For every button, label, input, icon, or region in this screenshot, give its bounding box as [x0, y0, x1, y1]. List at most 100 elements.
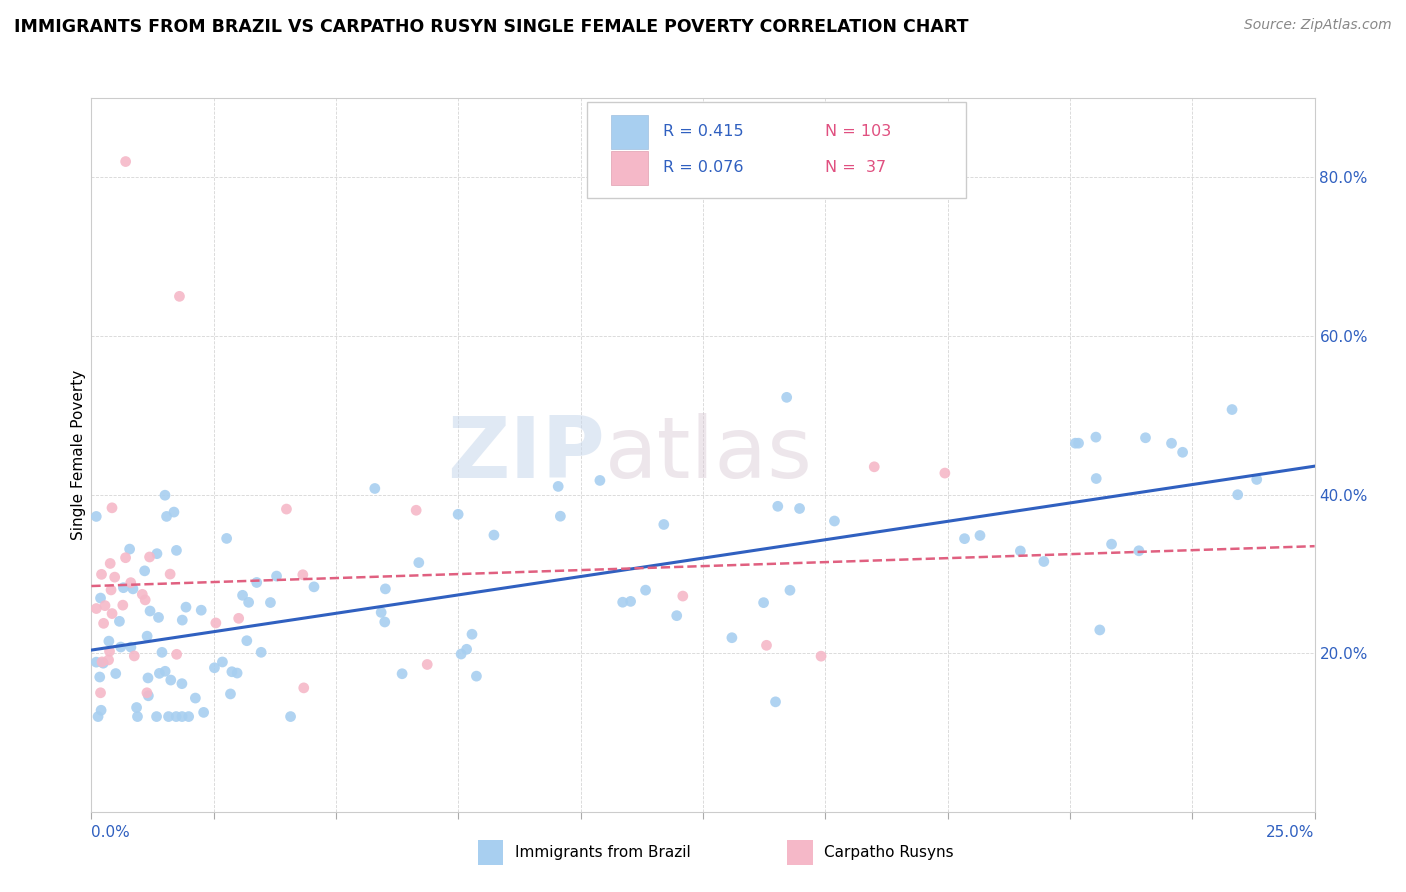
Point: [101, 500, 124, 515]
Point: [823, 514, 845, 528]
Point: [153, 665, 176, 679]
Point: [450, 647, 472, 661]
Point: [145, 709, 167, 723]
Point: [302, 580, 325, 594]
FancyBboxPatch shape: [612, 151, 648, 186]
Point: [652, 517, 675, 532]
Point: [672, 589, 695, 603]
Point: [148, 610, 170, 624]
Point: [266, 569, 288, 583]
Point: [292, 681, 315, 695]
Point: [108, 615, 131, 629]
Point: [215, 532, 238, 546]
Point: [226, 666, 249, 681]
Point: [114, 154, 136, 169]
Point: [97, 634, 120, 648]
FancyBboxPatch shape: [586, 102, 966, 198]
Point: [159, 673, 181, 687]
Point: [370, 606, 392, 620]
Point: [125, 700, 148, 714]
Point: [163, 505, 186, 519]
Point: [665, 608, 688, 623]
Point: [620, 594, 643, 608]
Y-axis label: Single Female Poverty: Single Female Poverty: [70, 370, 86, 540]
Point: [752, 596, 775, 610]
Point: [1128, 543, 1150, 558]
Text: 0.0%: 0.0%: [91, 825, 131, 840]
Point: [1246, 473, 1268, 487]
Point: [364, 482, 387, 496]
Point: [89, 670, 111, 684]
Point: [97, 653, 120, 667]
Text: N =  37: N = 37: [825, 160, 886, 175]
Text: ZIP: ZIP: [447, 413, 605, 497]
Point: [169, 289, 191, 303]
Text: R = 0.076: R = 0.076: [662, 160, 744, 175]
Point: [1101, 537, 1123, 551]
Point: [1171, 445, 1194, 459]
FancyBboxPatch shape: [612, 115, 648, 150]
Point: [863, 459, 886, 474]
Point: [374, 582, 396, 596]
Point: [766, 500, 789, 514]
Point: [456, 642, 478, 657]
Point: [114, 550, 136, 565]
Point: [138, 689, 160, 703]
Point: [755, 638, 778, 652]
Point: [104, 666, 127, 681]
Point: [232, 588, 254, 602]
Point: [465, 669, 488, 683]
Point: [111, 598, 134, 612]
Point: [589, 474, 612, 488]
Point: [98, 557, 121, 571]
Point: [157, 709, 180, 723]
Point: [934, 466, 956, 480]
Point: [98, 644, 121, 658]
Point: [482, 528, 505, 542]
Point: [138, 549, 160, 564]
Point: [150, 645, 173, 659]
Point: [776, 390, 799, 404]
Point: [134, 564, 156, 578]
Point: [90, 567, 112, 582]
Point: [1220, 402, 1243, 417]
Point: [250, 645, 273, 659]
Point: [1135, 431, 1157, 445]
Text: IMMIGRANTS FROM BRAZIL VS CARPATHO RUSYN SINGLE FEMALE POVERTY CORRELATION CHART: IMMIGRANTS FROM BRAZIL VS CARPATHO RUSYN…: [14, 18, 969, 36]
Point: [112, 581, 135, 595]
Text: N = 103: N = 103: [825, 124, 891, 139]
Point: [1067, 436, 1090, 450]
Text: atlas: atlas: [605, 413, 813, 497]
Point: [291, 567, 314, 582]
Point: [721, 631, 744, 645]
Point: [1064, 436, 1087, 450]
Point: [228, 611, 250, 625]
Point: [259, 596, 281, 610]
Point: [124, 648, 146, 663]
Point: [1085, 471, 1108, 485]
Point: [170, 709, 193, 723]
Point: [374, 615, 396, 629]
Point: [90, 686, 112, 700]
Point: [246, 575, 269, 590]
Point: [172, 613, 194, 627]
Point: [1226, 488, 1249, 502]
Point: [120, 640, 142, 655]
Text: Carpatho Rusyns: Carpatho Rusyns: [824, 846, 953, 860]
Point: [90, 591, 112, 605]
Point: [204, 661, 226, 675]
Point: [219, 687, 242, 701]
Point: [211, 655, 233, 669]
Point: [280, 709, 302, 723]
Point: [547, 479, 569, 493]
Point: [408, 556, 430, 570]
Point: [190, 603, 212, 617]
Point: [236, 633, 259, 648]
Point: [612, 595, 634, 609]
Point: [131, 587, 153, 601]
Point: [1084, 430, 1107, 444]
Point: [153, 488, 176, 502]
Point: [405, 503, 427, 517]
Point: [205, 615, 228, 630]
Point: [159, 567, 181, 582]
